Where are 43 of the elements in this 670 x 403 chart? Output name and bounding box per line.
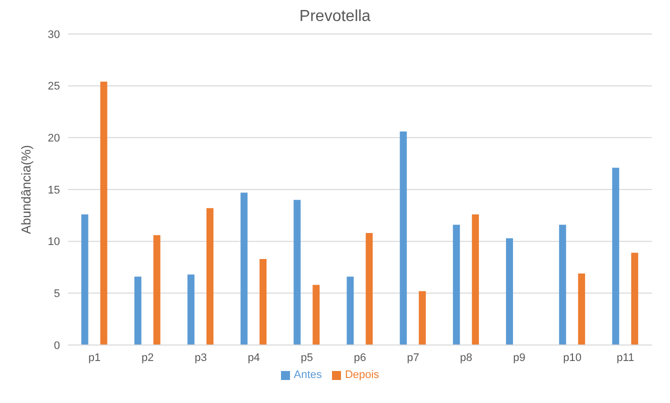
y-tick-label: 5	[54, 288, 60, 300]
x-tick-label: p5	[300, 352, 314, 364]
x-tick-label: p6	[354, 352, 366, 364]
y-tick-label: 10	[48, 236, 60, 248]
legend-label: Antes	[294, 369, 322, 381]
y-tick-label: 0	[54, 340, 60, 352]
bar	[81, 214, 88, 345]
y-tick-label: 20	[48, 132, 60, 145]
legend-label: Depois	[344, 369, 380, 381]
bar	[294, 200, 301, 345]
y-axis-title: Abundância(%)	[18, 145, 34, 234]
bar	[260, 258, 267, 345]
bar	[578, 273, 586, 345]
x-tick-label: p10	[563, 352, 582, 364]
bar	[100, 82, 108, 345]
bar	[187, 274, 194, 345]
bar	[452, 224, 460, 345]
bar	[206, 208, 214, 345]
x-tick-label: p2	[142, 352, 154, 364]
y-tick-label: 25	[48, 80, 60, 93]
bar	[612, 168, 620, 345]
bar	[366, 233, 373, 345]
bar	[240, 192, 248, 345]
bar	[472, 214, 479, 345]
x-tick-label: p8	[460, 352, 472, 364]
bar	[559, 224, 566, 345]
x-tick-label: p11	[616, 352, 634, 364]
bar	[631, 252, 638, 345]
bar	[506, 238, 513, 345]
x-tick-label: p7	[406, 352, 420, 364]
y-tick-label: 15	[48, 184, 60, 196]
bar	[134, 276, 142, 345]
x-tick-label: p3	[194, 352, 207, 364]
bar	[346, 276, 354, 345]
chart-title: Prevotella	[298, 8, 372, 26]
x-tick-label: p9	[513, 352, 526, 364]
bar	[312, 284, 320, 345]
bar	[153, 235, 160, 345]
x-tick-label: p4	[248, 352, 260, 364]
y-tick-label: 30	[48, 28, 60, 41]
x-tick-label: p1	[88, 352, 101, 364]
bar	[418, 291, 426, 345]
bar	[400, 131, 407, 345]
